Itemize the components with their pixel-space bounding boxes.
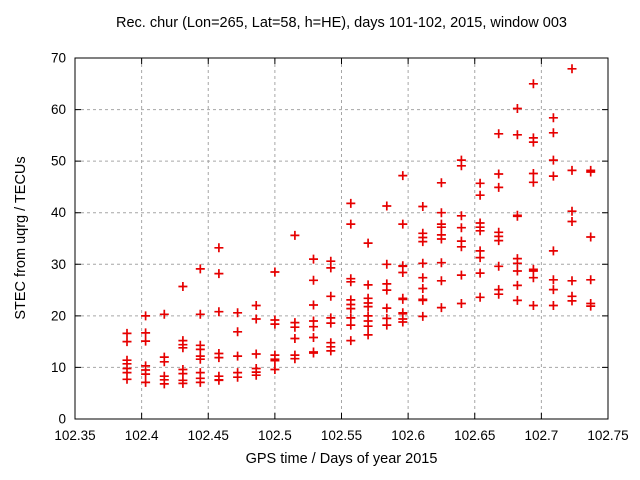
- x-tick-label: 102.45: [188, 428, 229, 443]
- x-tick-label: 102.4: [125, 428, 159, 443]
- y-tick-label: 40: [51, 205, 66, 220]
- y-axis-label: STEC from uqrg / TECUs: [13, 156, 29, 320]
- chart-title: Rec. chur (Lon=265, Lat=58, h=HE), days …: [115, 15, 567, 31]
- y-tick-label: 60: [51, 102, 66, 117]
- y-tick-label: 10: [51, 360, 66, 375]
- scatter-points: [122, 64, 596, 389]
- x-axis-label: GPS time / Days of year 2015: [245, 451, 438, 467]
- x-tick-label: 102.55: [321, 428, 362, 443]
- y-tick-label: 50: [51, 154, 66, 169]
- x-tick-label: 102.5: [258, 428, 292, 443]
- y-tick-label: 70: [51, 51, 66, 66]
- x-tick-label: 102.75: [587, 428, 628, 443]
- tick-marks: [74, 57, 609, 420]
- y-tick-label: 20: [51, 308, 66, 323]
- x-tick-label: 102.65: [454, 428, 495, 443]
- x-tick-label: 102.6: [391, 428, 425, 443]
- y-tick-label: 30: [51, 257, 66, 272]
- y-tick-label: 0: [58, 412, 66, 427]
- x-tick-label: 102.7: [524, 428, 558, 443]
- grid-lines: [75, 58, 608, 419]
- x-tick-label: 102.35: [54, 428, 95, 443]
